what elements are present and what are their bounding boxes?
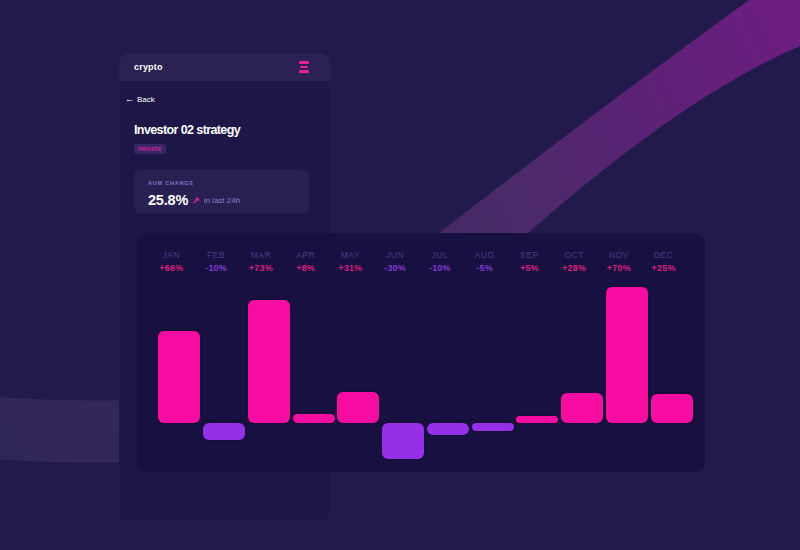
value-label: -5% xyxy=(462,264,507,273)
bar-jan[interactable] xyxy=(158,331,200,423)
value-label: +8% xyxy=(283,264,328,273)
bar-aug[interactable] xyxy=(472,423,514,431)
month-label: SEP xyxy=(507,251,552,260)
bar-mar[interactable] xyxy=(248,300,290,423)
app-logo: crypto xyxy=(134,62,163,72)
aum-change-card: AUM CHANGE 25.8% ↗ in last 24h xyxy=(134,170,309,213)
aum-change-value: 25.8% xyxy=(148,193,188,208)
back-label: Back xyxy=(137,95,155,104)
aum-change-caption: in last 24h xyxy=(204,196,240,205)
chart-column-aug: AUG -5% xyxy=(462,233,507,273)
chart-columns: JAN+66%FEB-10%MAR+73%APR+8%MAY+31%JUN-30… xyxy=(149,233,686,273)
bar-jun[interactable] xyxy=(382,423,424,459)
value-label: +25% xyxy=(641,264,686,273)
value-label: +31% xyxy=(328,264,373,273)
value-label: +73% xyxy=(239,264,284,273)
chart-column-sep: SEP +5% xyxy=(507,233,552,273)
month-label: OCT xyxy=(552,251,597,260)
month-label: APR xyxy=(283,251,328,260)
chart-column-oct: OCT +28% xyxy=(552,233,597,273)
month-label: DEC xyxy=(641,251,686,260)
bar-oct[interactable] xyxy=(561,393,603,423)
value-label: +66% xyxy=(149,264,194,273)
chart-column-mar: MAR +73% xyxy=(239,233,284,273)
value-label: +70% xyxy=(597,264,642,273)
month-label: JUN xyxy=(373,251,418,260)
private-badge: PRIVATE xyxy=(134,144,166,154)
menu-icon[interactable] xyxy=(299,61,309,73)
chart-column-dec: DEC +25% xyxy=(641,233,686,273)
value-label: +28% xyxy=(552,264,597,273)
back-button[interactable]: ← Back xyxy=(125,95,324,104)
trend-up-icon: ↗ xyxy=(192,195,200,205)
back-arrow-icon: ← xyxy=(125,95,134,104)
month-label: MAY xyxy=(328,251,373,260)
bar-dec[interactable] xyxy=(651,394,693,423)
month-label: MAR xyxy=(239,251,284,260)
month-label: NOV xyxy=(597,251,642,260)
month-label: AUG xyxy=(462,251,507,260)
month-label: FEB xyxy=(194,251,239,260)
value-label: +5% xyxy=(507,264,552,273)
chart-column-jun: JUN -30% xyxy=(373,233,418,273)
page-title: Investor 02 strategy xyxy=(134,123,315,137)
value-label: -10% xyxy=(194,264,239,273)
month-label: JUL xyxy=(418,251,463,260)
chart-column-nov: NOV +70% xyxy=(597,233,642,273)
value-label: -10% xyxy=(418,264,463,273)
monthly-performance-chart: JAN+66%FEB-10%MAR+73%APR+8%MAY+31%JUN-30… xyxy=(137,233,705,472)
aum-change-label: AUM CHANGE xyxy=(148,180,295,186)
bar-apr[interactable] xyxy=(293,414,335,423)
bar-may[interactable] xyxy=(337,392,379,423)
chart-column-jan: JAN +66% xyxy=(149,233,194,273)
phone-header: crypto xyxy=(119,53,330,81)
month-label: JAN xyxy=(149,251,194,260)
chart-column-jul: JUL -10% xyxy=(418,233,463,273)
bar-jul[interactable] xyxy=(427,423,469,435)
bar-sep[interactable] xyxy=(516,416,558,423)
bar-nov[interactable] xyxy=(606,287,648,423)
chart-column-feb: FEB -10% xyxy=(194,233,239,273)
chart-column-apr: APR +8% xyxy=(283,233,328,273)
value-label: -30% xyxy=(373,264,418,273)
chart-column-may: MAY +31% xyxy=(328,233,373,273)
bar-feb[interactable] xyxy=(203,423,245,440)
